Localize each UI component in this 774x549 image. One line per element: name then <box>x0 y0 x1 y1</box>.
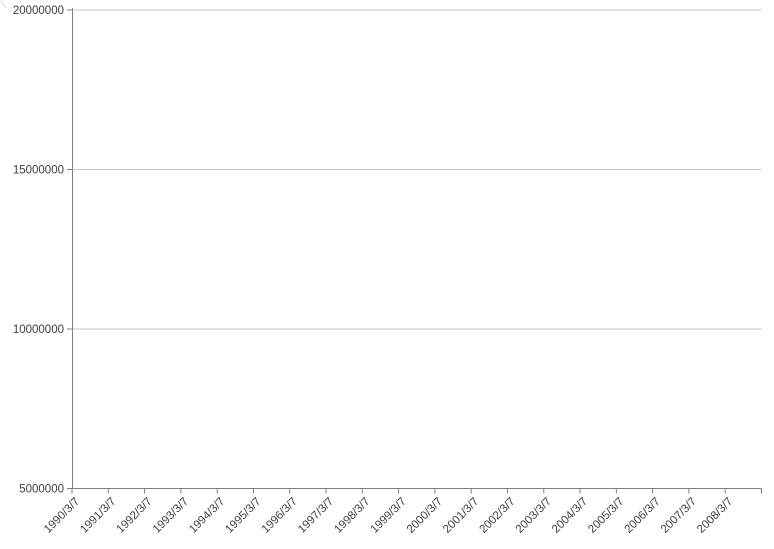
x-tick-label: 2007/3/7 <box>659 496 699 536</box>
y-tick-label: 5000000 <box>19 484 64 496</box>
y-tick-label: 20000000 <box>13 5 64 17</box>
x-tick-label: 1990/3/7 <box>42 496 82 536</box>
x-tick-label: 1994/3/7 <box>187 496 227 536</box>
x-tick-label: 1993/3/7 <box>151 496 191 536</box>
x-tick-label: 1998/3/7 <box>332 496 372 536</box>
x-tick-label: 2000/3/7 <box>405 496 445 536</box>
x-tick-label: 2005/3/7 <box>586 496 626 536</box>
x-tick-label: 1992/3/7 <box>115 496 155 536</box>
x-tick-label: 1991/3/7 <box>78 496 118 536</box>
x-tick-label: 1995/3/7 <box>223 496 263 536</box>
x-tick-label: 2008/3/7 <box>695 496 735 536</box>
x-tick-label: 2002/3/7 <box>477 496 517 536</box>
x-tick-label: 2006/3/7 <box>623 496 663 536</box>
x-tick-label: 1997/3/7 <box>296 496 336 536</box>
x-tick-label: 2004/3/7 <box>550 496 590 536</box>
corner-artifact <box>0 0 7 9</box>
x-tick-label: 2001/3/7 <box>441 496 481 536</box>
x-tick-label: 2003/3/7 <box>514 496 554 536</box>
y-tick-label: 15000000 <box>13 165 64 177</box>
x-tick-label: 1996/3/7 <box>260 496 300 536</box>
y-tick-label: 10000000 <box>13 324 64 336</box>
x-tick-label: 1999/3/7 <box>369 496 409 536</box>
